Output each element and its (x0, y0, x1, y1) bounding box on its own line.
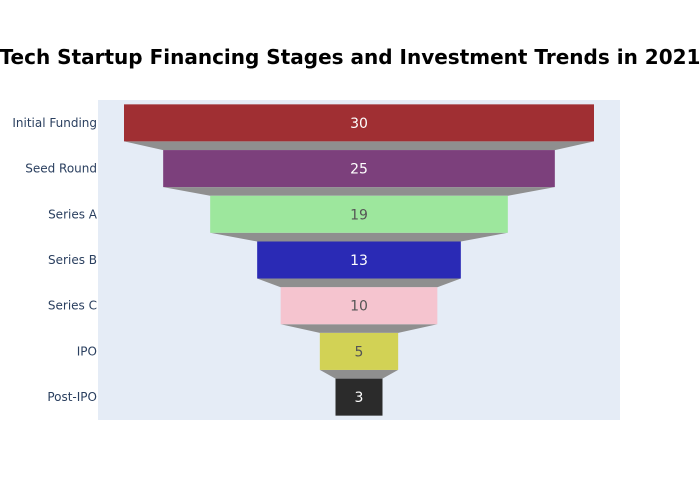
value-label: 13 (350, 253, 368, 269)
funnel-connectors (124, 141, 594, 379)
funnel-connector (280, 324, 438, 333)
funnel-bar[interactable] (163, 150, 555, 188)
value-label: 3 (355, 390, 364, 406)
funnel-bar[interactable] (124, 104, 594, 142)
funnel-bar[interactable] (210, 195, 508, 233)
value-label: 5 (355, 344, 364, 360)
funnel-bar[interactable] (335, 378, 383, 416)
funnel-bar[interactable] (257, 241, 461, 279)
funnel-bars (124, 104, 594, 416)
value-labels: 30 25 19 13 10 5 3 (350, 116, 368, 406)
y-axis-tick-labels: Initial Funding Seed Round Series A Series … (12, 116, 97, 404)
funnel-connector (210, 232, 508, 242)
y-tick-label: Initial Funding (12, 116, 97, 130)
funnel-bar[interactable] (319, 332, 399, 370)
y-tick-label: Post-IPO (47, 390, 97, 404)
funnel-connector (319, 369, 399, 379)
value-label: 19 (350, 207, 368, 223)
funnel-connector (163, 187, 555, 196)
value-label: 30 (350, 116, 368, 132)
y-tick-label: Seed Round (25, 162, 97, 176)
y-tick-label: IPO (77, 344, 97, 358)
y-tick-label: Series A (48, 207, 98, 221)
chart-title: Tech Startup Financing Stages and Invest… (0, 45, 700, 69)
value-label: 10 (350, 299, 368, 315)
y-tick-label: Series C (48, 299, 97, 313)
funnel-connector (257, 278, 461, 288)
funnel-connector (124, 141, 594, 151)
funnel-bar[interactable] (280, 287, 438, 325)
value-label: 25 (350, 162, 368, 178)
y-tick-label: Series B (48, 253, 97, 267)
